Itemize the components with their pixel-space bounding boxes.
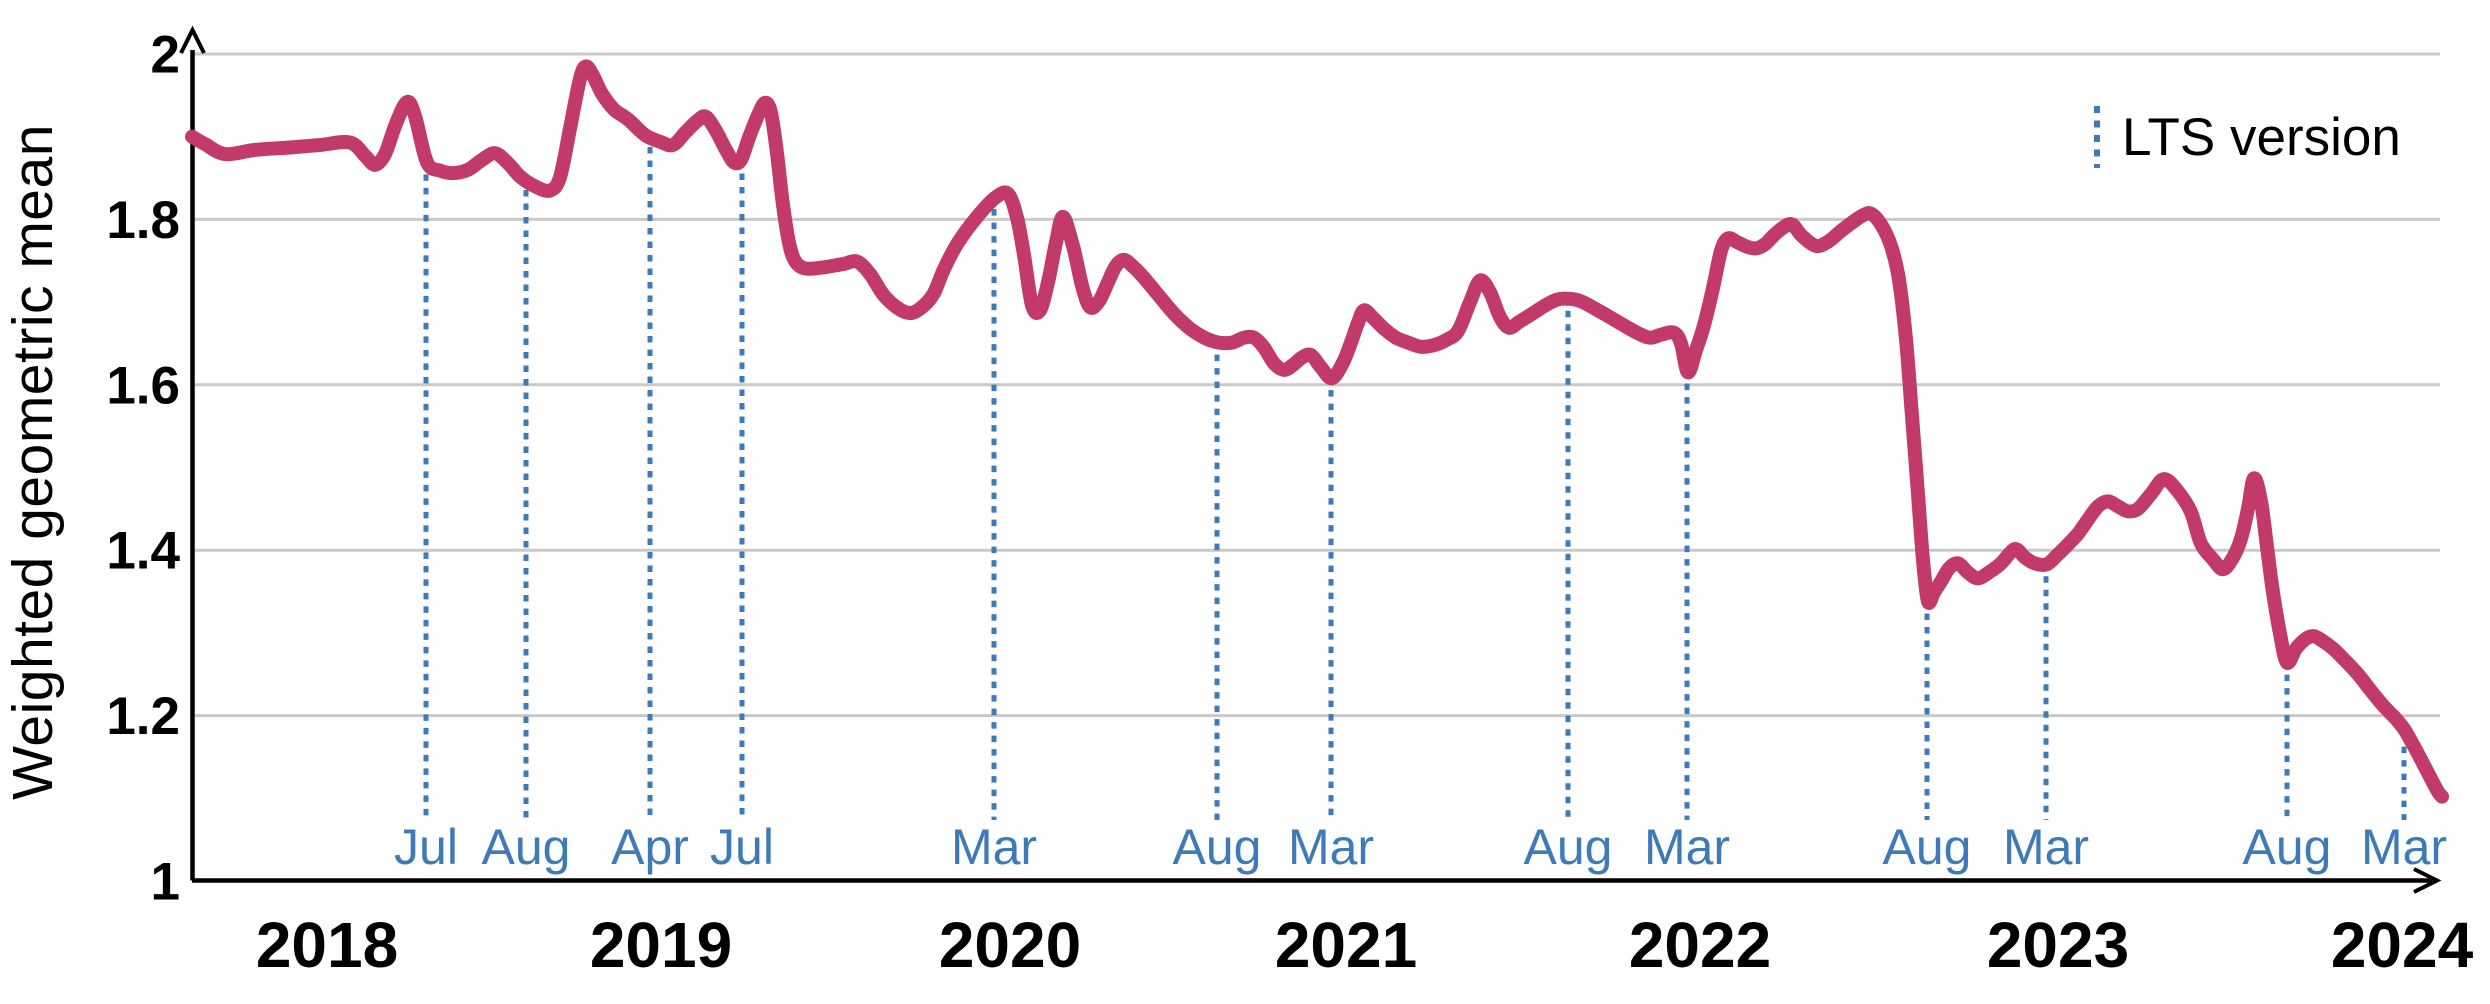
x-year-label: 2021 <box>1275 909 1417 981</box>
lts-month-label: Aug <box>1524 819 1613 875</box>
y-tick-label: 1 <box>151 853 180 912</box>
lts-month-label: Jul <box>394 819 458 875</box>
x-axis-arrow-icon <box>2413 867 2442 894</box>
lts-month-label: Aug <box>1883 819 1972 875</box>
x-year-label: 2020 <box>939 909 1081 981</box>
y-tick-label: 1.8 <box>106 191 180 250</box>
lts-month-label: Aug <box>1173 819 1262 875</box>
lts-month-label: Mar <box>2361 819 2447 875</box>
lts-month-label: Mar <box>951 819 1037 875</box>
weighted-geometric-mean-series-line <box>185 59 2449 804</box>
x-year-label: 2023 <box>1987 909 2129 981</box>
legend: LTS version <box>2094 106 2401 168</box>
lts-month-label: Aug <box>2243 819 2332 875</box>
lts-month-label: Mar <box>1644 819 1730 875</box>
lts-month-label: Mar <box>2003 819 2089 875</box>
y-tick-label: 1.4 <box>106 522 180 581</box>
y-tick-label: 1.2 <box>106 687 180 746</box>
lts-month-label: Aug <box>482 819 571 875</box>
x-year-label: 2019 <box>590 909 732 981</box>
y-axis-title: Weighted geometric mean <box>1 124 65 800</box>
y-tick-label: 1.6 <box>106 356 180 415</box>
legend-label: LTS version <box>2122 108 2401 167</box>
lts-month-label: Apr <box>611 819 689 875</box>
y-axis-arrow-icon <box>179 25 206 54</box>
x-year-label: 2018 <box>256 909 398 981</box>
x-year-label: 2024 <box>2331 909 2474 981</box>
x-year-label: 2022 <box>1629 909 1771 981</box>
y-tick-label: 2 <box>151 26 180 85</box>
lts-month-label: Mar <box>1288 819 1374 875</box>
lts-month-label: Jul <box>710 819 774 875</box>
